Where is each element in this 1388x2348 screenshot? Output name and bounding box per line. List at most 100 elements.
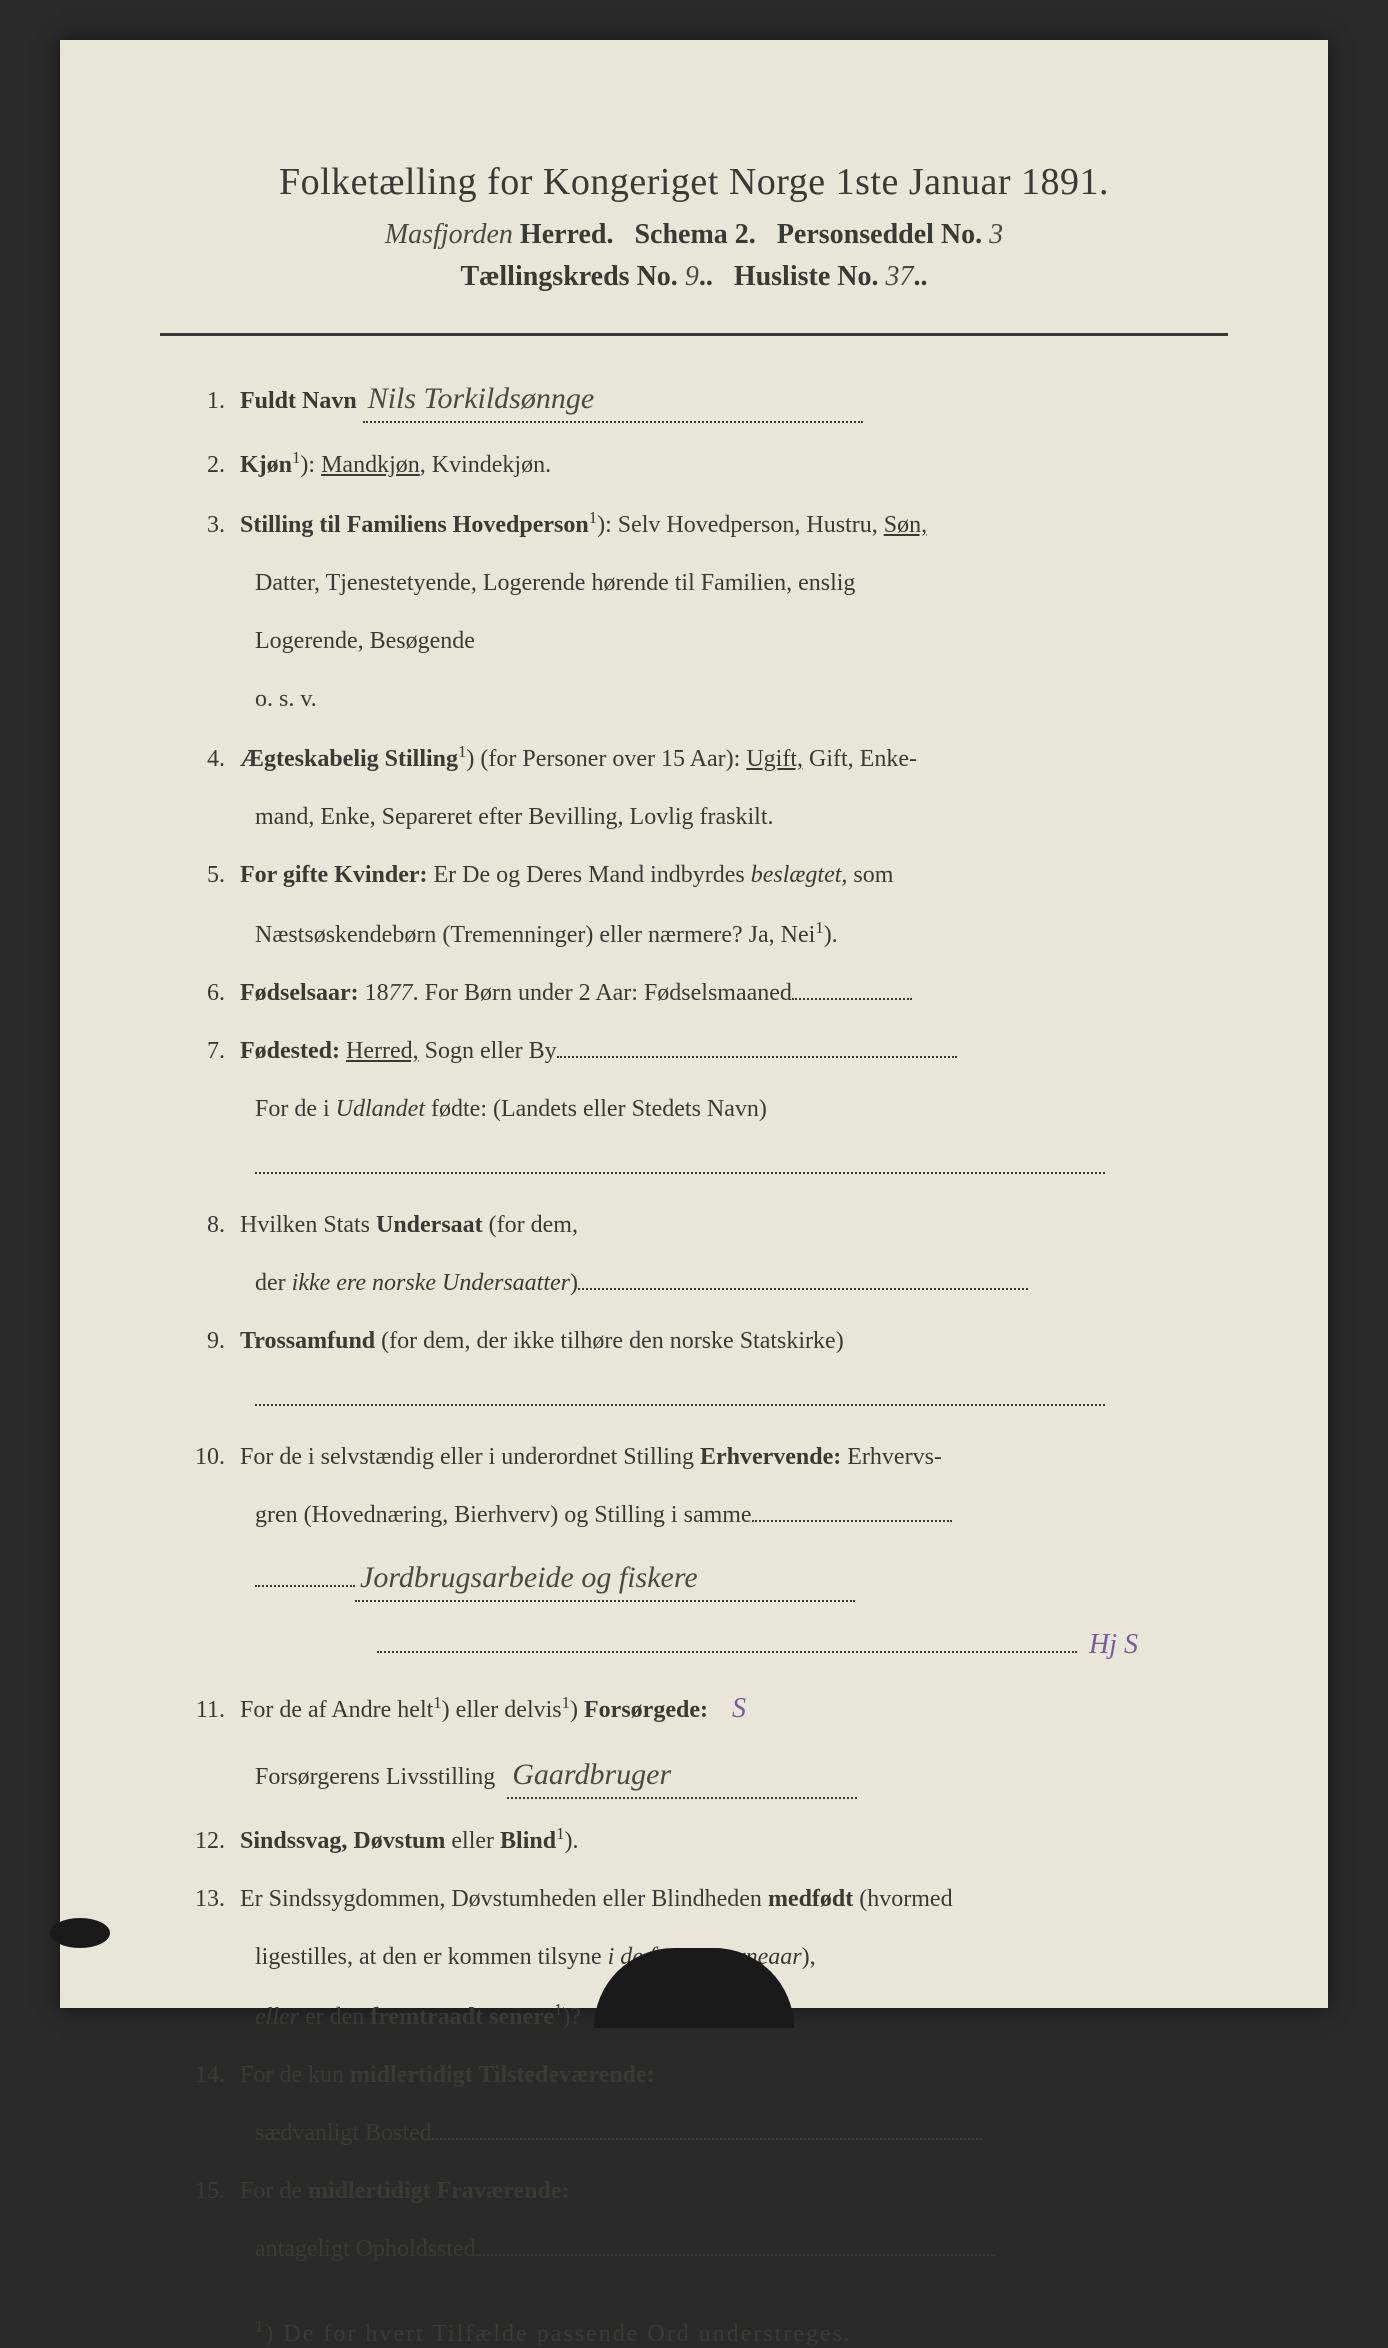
row-10-value: Jordbrugsarbeide og fiskere [190,1555,1198,1602]
year-value: 77 [389,980,413,1006]
row-content: Trossamfund (for dem, der ikke tilhøre d… [240,1323,1198,1359]
row-10: 10. For de i selvstændig eller i underor… [190,1439,1198,1475]
row-4: 4. Ægteskabelig Stilling1) (for Personer… [190,739,1198,777]
husliste-label: Husliste No. [734,261,879,292]
row-content: Fuldt Navn Nils Torkildsønnge [240,376,1198,423]
row-5: 5. For gifte Kvinder: Er De og Deres Man… [190,857,1198,893]
row-15-cont1: antageligt Opholdssted [190,2231,1198,2267]
italic: Udlandet [336,1096,425,1122]
bold: Erhvervende: [700,1444,841,1470]
row-3-cont2: Logerende, Besøgende [190,623,1198,659]
row-content: Hvilken Stats Undersaat (for dem, [240,1207,1198,1243]
purple-annotation: Hj S [1089,1629,1138,1660]
row-content: For de af Andre helt1) eller delvis1) Fo… [240,1688,1198,1730]
row-content: For de kun midlertidigt Tilstedeværende: [240,2057,1198,2093]
blank [476,2254,996,2256]
bold: Undersaat [376,1212,483,1238]
cont-text1: For de i [255,1096,336,1122]
row-num: 14. [190,2057,240,2093]
italic: ikke ere norske Undersaatter [292,1270,570,1296]
form-body: 1. Fuldt Navn Nils Torkildsønnge 2. Kjøn… [160,376,1228,2348]
cont-text1: der [255,1270,292,1296]
schema-label: Schema 2. [634,219,755,250]
row-2: 2. Kjøn1): Mandkjøn, Kvindekjøn. [190,445,1198,483]
label: Sindssvag, Døvstum [240,1828,445,1854]
row-11-cont1: Forsørgerens Livsstilling Gaardbruger [190,1752,1198,1799]
row-num: 13. [190,1881,240,1917]
row-num: 1. [190,383,240,419]
bold: Forsørgede: [584,1697,708,1723]
row-14-cont1: sædvanligt Bosted [190,2115,1198,2151]
blank [792,998,912,1000]
selected: Ugift, [746,746,803,772]
row-num: 7. [190,1033,240,1069]
sup: 1 [292,448,300,467]
row-7-cont1: For de i Udlandet fødte: (Landets eller … [190,1091,1198,1127]
row-3-cont1: Datter, Tjenestetyende, Logerende hørend… [190,565,1198,601]
herred-value: Masfjorden [385,219,513,250]
row-13: 13. Er Sindssygdommen, Døvstumheden elle… [190,1881,1198,1917]
text: Er De og Deres Mand indbyrdes [428,862,751,888]
subtitle-line-1: Masfjorden Herred. Schema 2. Personsedde… [160,219,1228,251]
blank [377,1651,1077,1653]
text1: For de af Andre helt [240,1697,433,1723]
row-content: Kjøn1): Mandkjøn, Kvindekjøn. [240,445,1198,483]
row-3-cont3: o. s. v. [190,681,1198,717]
cont-text2: fødte: (Landets eller Stedets Navn) [425,1096,767,1122]
row-8-cont1: der ikke ere norske Undersaatter) [190,1265,1198,1301]
row-15: 15. For de midlertidigt Fraværende: [190,2173,1198,2209]
text: (for dem, der ikke tilhøre den norske St… [375,1328,844,1354]
census-form-page: Folketælling for Kongeriget Norge 1ste J… [60,40,1328,2008]
prefix: 18 [359,980,389,1006]
selected: Mandkjøn [321,452,420,478]
cont-end: ), [802,1944,816,1970]
bold: midlertidigt Tilstedeværende: [350,2062,655,2088]
row-content: Fødselsaar: 1877. For Børn under 2 Aar: … [240,975,1198,1011]
end: )? [562,2004,581,2030]
sup: 1 [589,508,597,527]
footnote: 1) De for hvert Tilfælde passende Ord un… [190,2317,1198,2348]
text1: ) (for Personer over 15 Aar): [466,746,746,772]
cont-text: antageligt Opholdssted [255,2236,476,2262]
form-header: Folketælling for Kongeriget Norge 1ste J… [160,160,1228,293]
purple-annotation: S [732,1693,746,1724]
cont-text1: ligestilles, at den er kommen tilsyne [255,1944,608,1970]
bold: midlertidigt Fraværende: [308,2178,570,2204]
row-9: 9. Trossamfund (for dem, der ikke tilhør… [190,1323,1198,1359]
text: eller [445,1828,500,1854]
text2: . For Børn under 2 Aar: Fødselsmaaned [413,980,792,1006]
row-content: Er Sindssygdommen, Døvstumheden eller Bl… [240,1881,1198,1917]
footnote-text: ) De for hvert Tilfælde passende Ord und… [265,2321,852,2347]
label: For gifte Kvinder: [240,862,428,888]
blank [255,1404,1105,1406]
text1: Hvilken Stats [240,1212,376,1238]
row-num: 3. [190,507,240,543]
label: Kjøn [240,452,292,478]
provider-value: Gaardbruger [507,1752,857,1799]
cont-text: sædvanligt Bosted [255,2120,432,2146]
row-num: 2. [190,447,240,483]
row-12: 12. Sindssvag, Døvstum eller Blind1). [190,1821,1198,1859]
row-4-cont1: mand, Enke, Separeret efter Bevilling, L… [190,799,1198,835]
personseddel-value: 3 [989,219,1003,250]
text2: som [847,862,893,888]
row-6: 6. Fødselsaar: 1877. For Børn under 2 Aa… [190,975,1198,1011]
row-content: For de midlertidigt Fraværende: [240,2173,1198,2209]
sup2: 1 [562,1693,570,1712]
label: Fuldt Navn [240,388,357,414]
selected: Herred, [346,1038,419,1064]
row-num: 12. [190,1823,240,1859]
row-num: 4. [190,741,240,777]
row-10-cont1: gren (Hovednæring, Bierhverv) og Stillin… [190,1497,1198,1533]
row-num: 10. [190,1439,240,1475]
row-14: 14. For de kun midlertidigt Tilstedevære… [190,2057,1198,2093]
italic: eller [255,2004,299,2030]
text1: For de i selvstændig eller i underordnet… [240,1444,700,1470]
row-3: 3. Stilling til Familiens Hovedperson1):… [190,505,1198,543]
text2: ) eller delvis [442,1697,562,1723]
subtitle-line-2: Tællingskreds No. 9.. Husliste No. 37.. [160,261,1228,293]
cont-end: ). [824,922,838,948]
main-title: Folketælling for Kongeriget Norge 1ste J… [160,160,1228,204]
cont-text: Forsørgerens Livsstilling [255,1764,495,1790]
label: Fødested: [240,1038,340,1064]
